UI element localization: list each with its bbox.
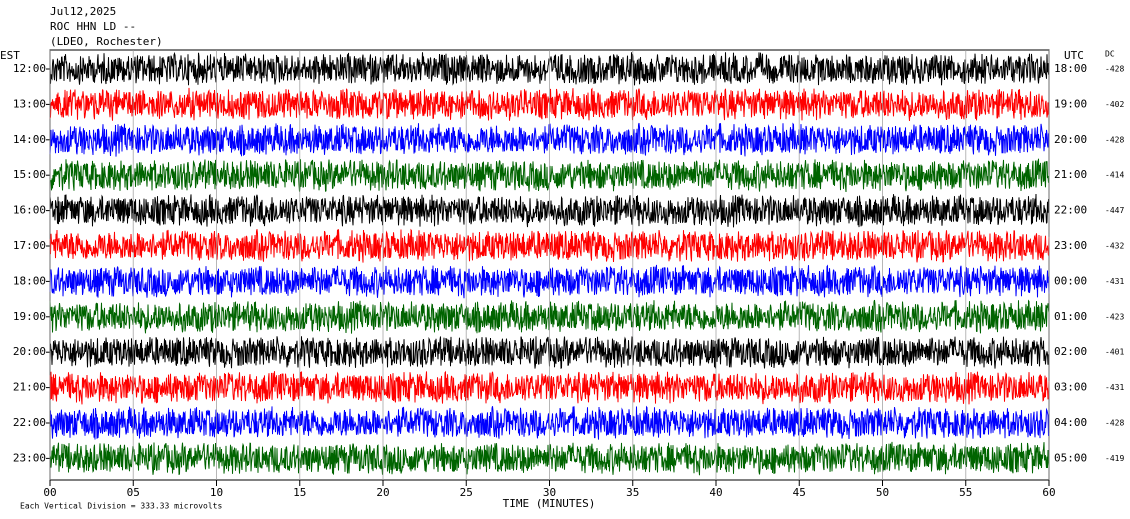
x-tick-label: 55 [959,486,972,499]
x-tick-label: 00 [43,486,56,499]
dc-title: DC [1105,50,1115,59]
dc-label: -419 [1105,454,1124,463]
dc-label: -414 [1105,171,1124,180]
x-tick-label: 05 [127,486,140,499]
dc-label: -402 [1105,100,1124,109]
x-tick-label: 20 [376,486,389,499]
left-axis-title: EST [0,49,20,62]
utc-label: 20:00 [1054,133,1087,146]
x-tick-label: 15 [293,486,306,499]
dc-label: -428 [1105,135,1124,144]
utc-label: 19:00 [1054,97,1087,110]
est-label: 16:00 [13,204,46,217]
utc-label: 00:00 [1054,274,1087,287]
est-label: 14:00 [13,133,46,146]
utc-label: 23:00 [1054,239,1087,252]
x-tick-label: 60 [1042,486,1055,499]
utc-label: 01:00 [1054,310,1087,323]
est-label: 19:00 [13,310,46,323]
header-line: ROC HHN LD -- [50,20,136,33]
est-label: 15:00 [13,168,46,181]
dc-label: -447 [1105,206,1124,215]
est-label: 21:00 [13,381,46,394]
utc-label: 22:00 [1054,204,1087,217]
x-tick-label: 35 [626,486,639,499]
dc-label: -401 [1105,348,1124,357]
footer: Each Vertical Division = 333.33 microvol… [20,502,222,511]
x-tick-label: 30 [543,486,556,499]
dc-label: -428 [1105,65,1124,74]
x-tick-label: 25 [460,486,473,499]
est-label: 22:00 [13,416,46,429]
right-axis-title: UTC [1064,49,1084,62]
header-line: Jul12,2025 [50,5,116,18]
est-label: 18:00 [13,274,46,287]
est-label: 13:00 [13,97,46,110]
est-label: 17:00 [13,239,46,252]
utc-label: 04:00 [1054,416,1087,429]
est-label: 20:00 [13,345,46,358]
est-label: 12:00 [13,62,46,75]
x-tick-label: 10 [210,486,223,499]
utc-label: 02:00 [1054,345,1087,358]
dc-label: -428 [1105,419,1124,428]
est-label: 23:00 [13,451,46,464]
x-axis-title: TIME (MINUTES) [503,497,596,510]
dc-label: -431 [1105,383,1124,392]
header-line: (LDEO, Rochester) [50,35,163,48]
dc-label: -423 [1105,312,1124,321]
dc-label: -432 [1105,242,1124,251]
x-tick-label: 40 [709,486,722,499]
utc-label: 18:00 [1054,62,1087,75]
x-tick-label: 45 [793,486,806,499]
dc-label: -431 [1105,277,1124,286]
utc-label: 21:00 [1054,168,1087,181]
utc-label: 03:00 [1054,381,1087,394]
utc-label: 05:00 [1054,451,1087,464]
x-tick-label: 50 [876,486,889,499]
